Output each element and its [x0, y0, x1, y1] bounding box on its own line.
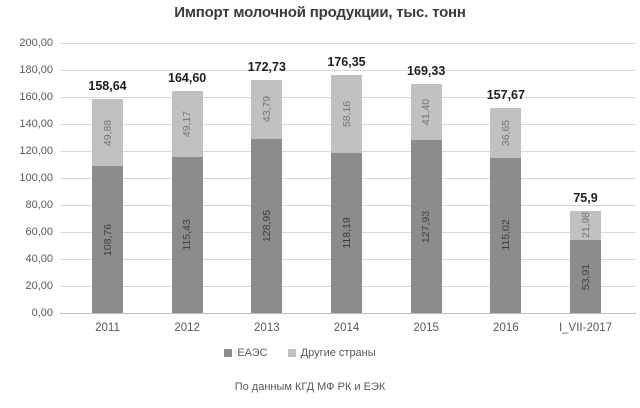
bar-total-value: 176,35	[327, 54, 366, 69]
bar-total-value: 169,33	[407, 64, 446, 79]
y-axis-tick-label: 200,00	[19, 37, 53, 49]
bar-total-value: 164,60	[168, 70, 207, 85]
gridline-180,00	[60, 70, 636, 71]
bar-total-value: 172,73	[247, 59, 286, 74]
bar-segment-ЕАЭС-2013	[251, 138, 283, 313]
bar-segment-value: 127,93	[420, 210, 433, 243]
gridline-200,00	[60, 43, 636, 44]
x-axis-category-label: 2016	[493, 322, 519, 334]
bar-segment-ЕАЭС-2016	[490, 157, 522, 313]
x-axis-category-label: 2013	[254, 322, 280, 334]
x-axis-category-label: I_VII-2017	[558, 322, 613, 334]
bar-segment-value: 43,79	[260, 96, 273, 123]
bar-segment-ЕАЭС-I_VII-2017	[570, 240, 602, 313]
bar-segment-ЕАЭС-2014	[331, 153, 362, 313]
bar-segment-ЕАЭС-2012	[171, 157, 203, 313]
chart-title: Импорт молочной продукции, тыс. тонн	[174, 4, 466, 21]
y-axis-tick-label: 180,00	[19, 64, 53, 76]
legend: ЕАЭС Другие страны	[0, 347, 600, 359]
bar-segment-ЕАЭС-2011	[92, 166, 123, 313]
bar-segment-Другие страны-I_VII-2017	[570, 210, 602, 241]
legend-swatch-other-countries	[287, 349, 296, 357]
bar-segment-Другие страны-2014	[331, 74, 362, 154]
legend-label-eaes: ЕАЭС	[237, 347, 268, 359]
bar-segment-Другие страны-2011	[92, 98, 123, 167]
y-axis-tick-label: 80,00	[25, 199, 53, 211]
bar-total-value: 157,67	[486, 88, 525, 103]
bar-segment-Другие страны-2012	[171, 90, 203, 158]
bar-segment-value: 49,88	[101, 119, 114, 146]
source-note: По данным КГД МФ РК и ЕЭК	[234, 381, 386, 393]
bar-segment-ЕАЭС-2015	[410, 140, 442, 313]
bar-segment-value: 41,40	[420, 99, 433, 126]
bar-segment-Другие страны-2015	[410, 84, 442, 141]
bar-segment-value: 58,16	[340, 101, 353, 128]
bar-total-value: 75,9	[573, 190, 598, 205]
y-axis-tick-label: 160,00	[19, 91, 53, 103]
bar-segment-value: 36,65	[499, 119, 512, 147]
bar-segment-value: 115,02	[499, 219, 512, 252]
bar-segment-value: 49,17	[181, 110, 194, 138]
x-axis-category-label: 2014	[333, 322, 360, 334]
bar-segment-value: 108,76	[101, 223, 114, 256]
legend-label-other-countries: Другие страны	[300, 347, 376, 359]
y-axis-tick-label: 60,00	[25, 226, 53, 238]
bar-segment-Другие страны-2013	[251, 79, 283, 139]
y-axis-tick-label: 140,00	[19, 118, 53, 130]
x-axis-category-label: 2012	[174, 322, 200, 334]
legend-item-eaes: ЕАЭС	[224, 347, 268, 359]
bar-total-value: 158,64	[88, 78, 127, 93]
x-axis-category-label: 2015	[413, 322, 439, 334]
legend-item-other-countries: Другие страны	[287, 347, 376, 359]
y-axis-tick-label: 100,00	[19, 172, 53, 184]
bar-segment-Другие страны-2016	[490, 108, 522, 158]
y-axis-tick-label: 40,00	[25, 253, 53, 265]
y-axis-tick-label: 120,00	[19, 145, 53, 157]
y-axis-tick-label: 0,00	[31, 307, 53, 319]
x-axis-category-label: 2011	[95, 322, 120, 334]
bar-segment-value: 115,43	[181, 219, 194, 251]
y-axis-tick-label: 20,00	[25, 280, 53, 292]
gridline-0,00	[60, 313, 636, 314]
bar-segment-value: 118,19	[340, 217, 353, 249]
legend-swatch-eaes	[224, 349, 233, 357]
bar-segment-value: 128,95	[260, 209, 273, 243]
